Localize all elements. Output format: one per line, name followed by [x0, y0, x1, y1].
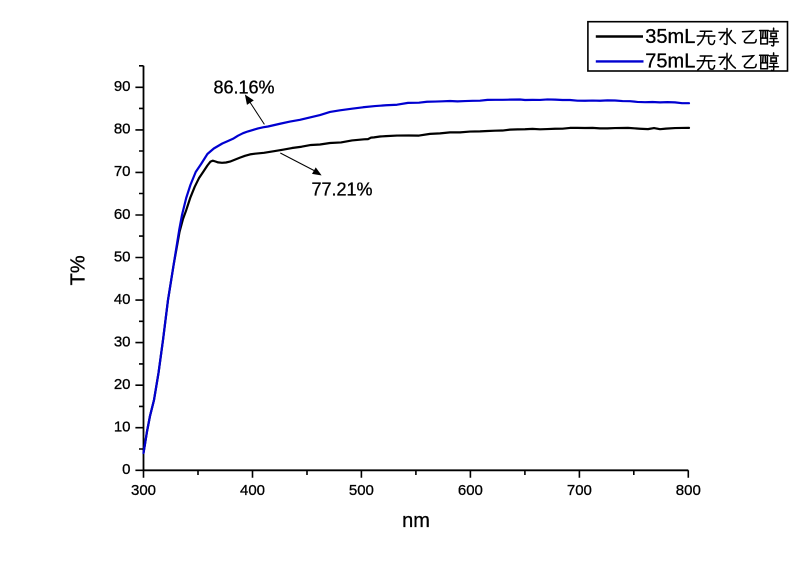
- svg-text:40: 40: [114, 291, 131, 308]
- svg-text:20: 20: [114, 376, 131, 393]
- svg-text:10: 10: [114, 419, 131, 436]
- svg-text:500: 500: [349, 482, 374, 499]
- svg-text:300: 300: [131, 482, 156, 499]
- svg-text:0: 0: [122, 461, 130, 478]
- svg-text:T%: T%: [68, 255, 90, 285]
- svg-text:75mL: 75mL: [645, 51, 695, 73]
- svg-text:35mL: 35mL: [645, 26, 695, 48]
- svg-text:77.21%: 77.21%: [312, 180, 373, 200]
- svg-text:600: 600: [458, 482, 483, 499]
- svg-text:30: 30: [114, 333, 131, 350]
- svg-text:90: 90: [114, 78, 131, 95]
- svg-text:80: 80: [114, 121, 131, 138]
- svg-text:86.16%: 86.16%: [214, 78, 275, 98]
- svg-text:50: 50: [114, 248, 131, 265]
- svg-text:400: 400: [240, 482, 265, 499]
- svg-text:700: 700: [567, 482, 592, 499]
- svg-text:800: 800: [676, 482, 701, 499]
- svg-text:70: 70: [114, 163, 131, 180]
- svg-text:60: 60: [114, 206, 131, 223]
- svg-text:nm: nm: [402, 510, 430, 532]
